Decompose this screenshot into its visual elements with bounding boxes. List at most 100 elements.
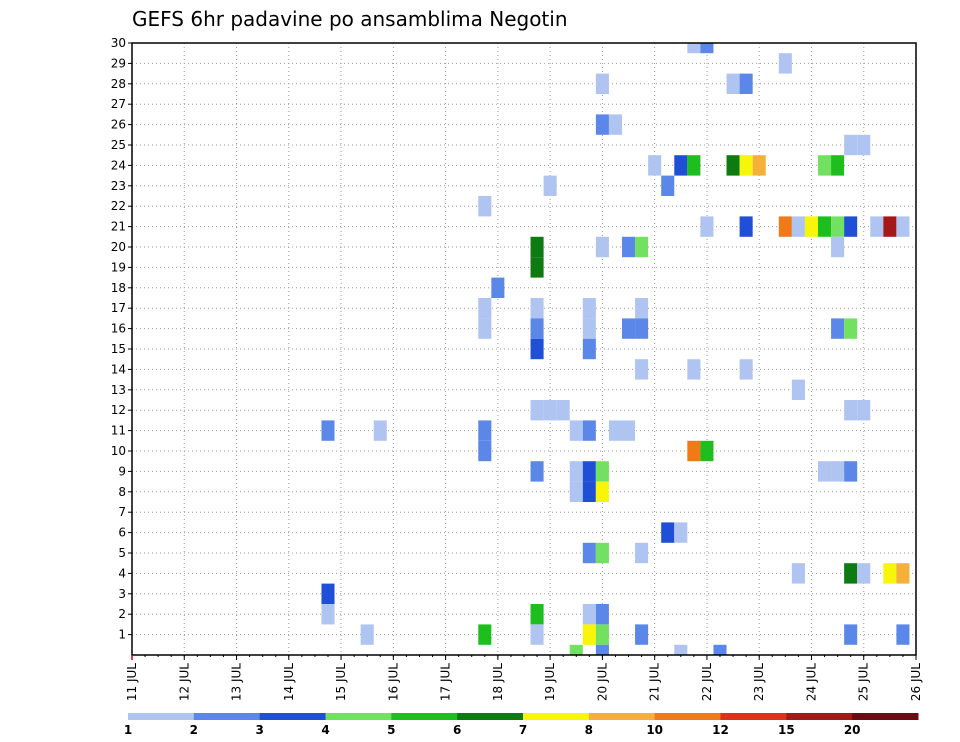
precip-cell <box>739 359 753 380</box>
precip-cell <box>661 522 675 543</box>
precip-cell <box>818 461 832 482</box>
precip-cell <box>687 440 701 462</box>
precip-cell <box>778 216 792 237</box>
precip-cell <box>831 318 845 339</box>
precip-cell <box>674 644 688 655</box>
precip-cell <box>896 563 910 584</box>
precip-cell <box>582 318 596 339</box>
precip-cell <box>582 298 596 319</box>
y-tick-label: 28 <box>111 77 126 91</box>
precip-cell <box>622 318 636 339</box>
precip-cell <box>569 644 583 655</box>
precip-cell <box>635 318 649 339</box>
y-tick-label: 26 <box>111 118 126 132</box>
precip-cell <box>530 236 544 258</box>
precip-cell <box>687 155 701 176</box>
y-tick-label: 23 <box>111 179 126 193</box>
precip-cell <box>844 563 858 584</box>
precip-cell <box>648 155 662 176</box>
precip-cell <box>530 298 544 319</box>
colorbar-label: 2 <box>190 723 198 737</box>
y-tick-label: 8 <box>118 485 126 499</box>
y-tick-label: 10 <box>111 444 126 458</box>
precip-cell <box>622 236 636 258</box>
x-axis: 11 JUL 12 JUL 13 JUL 14 JUL 15 JUL 16 JUL 17 J… <box>125 655 923 701</box>
y-tick-label: 11 <box>111 424 126 438</box>
y-tick-label: 20 <box>111 240 126 254</box>
colorbar-swatch <box>128 713 195 720</box>
x-tick-label: 20 JUL <box>595 663 609 701</box>
precip-cell <box>726 155 740 176</box>
precip-cell <box>321 604 335 625</box>
y-tick-label: 15 <box>111 342 126 356</box>
precip-cell <box>687 359 701 380</box>
precip-cell <box>373 420 387 441</box>
y-axis: 1234567891011121314151617181920212223242… <box>111 36 132 642</box>
colorbar-label: 5 <box>387 723 395 737</box>
precip-cell <box>857 134 871 156</box>
colorbar-swatch <box>193 713 261 720</box>
precip-cell <box>687 43 701 54</box>
precip-cell <box>595 73 609 94</box>
precip-cell <box>700 43 714 54</box>
precip-cell <box>530 318 544 339</box>
precip-cell <box>635 542 649 564</box>
y-tick-label: 21 <box>111 220 126 234</box>
x-tick-label: 14 JUL <box>282 663 296 701</box>
precip-cell <box>569 461 583 482</box>
y-tick-label: 2 <box>118 607 126 621</box>
colorbar-label: 10 <box>646 723 663 737</box>
colorbar: 1 2 3 4 5 6 7 8 10 12 15 20 <box>124 713 919 737</box>
precip-cell <box>844 318 858 339</box>
precip-cell <box>661 175 675 196</box>
y-tick-label: 30 <box>111 36 126 50</box>
colorbar-label: 7 <box>519 723 527 737</box>
precip-cell <box>530 257 544 278</box>
precip-cell <box>595 236 609 258</box>
precip-cell <box>870 216 884 237</box>
x-tick-label: 21 JUL <box>648 663 662 701</box>
colorbar-swatch <box>325 713 392 720</box>
y-tick-label: 16 <box>111 322 126 336</box>
precip-cell <box>622 420 636 441</box>
y-tick-label: 1 <box>118 628 126 642</box>
x-tick-label: 11 JUL <box>125 663 139 701</box>
y-tick-label: 12 <box>111 403 126 417</box>
y-tick-label: 3 <box>118 587 126 601</box>
precip-cell <box>569 481 583 502</box>
precip-cell <box>556 400 570 421</box>
precip-cell <box>543 400 557 421</box>
colorbar-swatch <box>588 713 656 720</box>
precip-cell <box>739 73 753 94</box>
colorbar-label: 4 <box>321 723 329 737</box>
precip-cell <box>635 624 649 645</box>
precip-cell <box>739 155 753 176</box>
precip-cell <box>635 236 649 258</box>
colorbar-swatch <box>259 713 326 720</box>
precip-cell <box>478 298 492 319</box>
precip-cell <box>791 216 805 237</box>
precip-cell <box>321 583 335 604</box>
precip-cell <box>608 420 622 441</box>
x-tick-label: 23 JUL <box>752 663 766 701</box>
y-tick-label: 19 <box>111 260 126 274</box>
precip-cell <box>818 216 832 237</box>
y-tick-label: 4 <box>118 566 126 580</box>
y-tick-label: 17 <box>111 301 126 315</box>
precip-cell <box>844 216 858 237</box>
precip-cell <box>818 155 832 176</box>
colorbar-swatch <box>852 713 919 720</box>
precip-cell <box>530 624 544 645</box>
precip-cell <box>478 624 492 645</box>
precip-cell <box>569 420 583 441</box>
precip-cell <box>321 420 335 441</box>
colorbar-label: 12 <box>712 723 729 737</box>
precip-cell <box>844 461 858 482</box>
precip-cell <box>700 216 714 237</box>
precip-cell <box>674 155 688 176</box>
precip-cell <box>804 216 818 237</box>
precip-cell <box>582 461 596 482</box>
precip-cell <box>595 114 609 135</box>
precip-cell <box>608 114 622 135</box>
